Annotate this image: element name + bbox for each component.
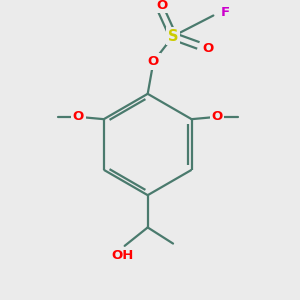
Text: F: F bbox=[220, 5, 230, 19]
Text: O: O bbox=[202, 42, 213, 56]
Text: O: O bbox=[148, 55, 159, 68]
Text: O: O bbox=[211, 110, 223, 123]
Text: S: S bbox=[168, 29, 178, 44]
Text: O: O bbox=[156, 0, 167, 12]
Text: OH: OH bbox=[111, 249, 134, 262]
Text: O: O bbox=[73, 110, 84, 123]
